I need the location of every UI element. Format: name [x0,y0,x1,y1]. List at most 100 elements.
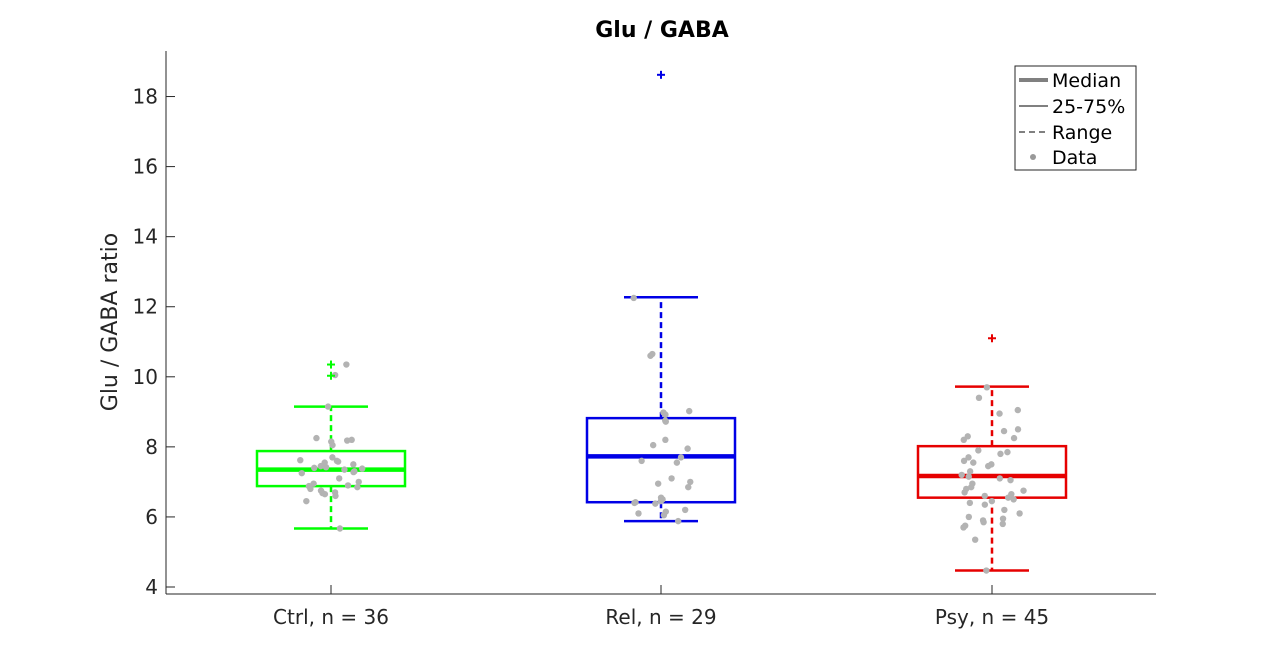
data-point [303,497,310,505]
data-point [673,459,681,466]
data-point [1014,426,1022,433]
data-point [355,478,362,486]
data-point [336,525,344,532]
data-point [298,469,305,477]
data-point [1014,406,1022,414]
data-point [960,457,968,465]
legend-iqr-label: 25-75% [1052,96,1125,118]
data-point [674,517,682,525]
data-point [350,461,357,468]
iqr-box [916,444,1068,499]
data-point [343,361,350,368]
data-point [668,475,675,482]
data-point [344,482,352,489]
chart-title: Glu / GABA [595,18,729,43]
data-point [1020,487,1027,494]
legend-median-label: Median [1052,70,1121,92]
data-point [1010,496,1017,503]
data-point [341,466,348,473]
data-point [332,492,339,500]
box-group [916,334,1068,574]
data-point [687,478,694,486]
data-point [321,490,329,498]
y-tick-label: 10 [133,365,158,389]
x-tick-label: Ctrl, n = 36 [273,605,389,629]
data-point [965,454,972,461]
data-point [997,450,1004,458]
data-point [971,536,979,543]
data-point [652,500,659,507]
iqr-box [585,416,737,504]
data-point [961,489,968,496]
data-point [966,499,974,507]
data-point [630,294,637,302]
x-tick-label: Psy, n = 45 [935,605,1049,629]
x-tick-label: Rel, n = 29 [605,605,716,629]
legend-box [1014,65,1137,171]
data-point [662,418,669,425]
y-axis-label: Glu / GABA ratio [98,233,123,411]
data-point [958,471,965,479]
data-point [1000,427,1008,435]
data-point [647,352,654,359]
y-tick-label: 18 [133,85,158,109]
data-point [1004,494,1012,501]
data-point [966,468,974,475]
data-point [1007,476,1014,484]
data-point [654,480,662,487]
y-tick-label: 16 [133,155,158,179]
data-point [662,436,669,444]
data-point [638,457,645,465]
data-point [988,497,996,505]
y-tick-label: 6 [145,505,158,529]
data-point [329,441,336,449]
data-point [960,436,967,444]
data-point [1001,506,1008,514]
data-point [985,462,992,470]
data-point [975,394,983,402]
data-point [311,464,318,472]
data-point [681,506,689,514]
data-point [313,434,320,442]
data-point [324,403,332,410]
data-point [983,567,990,574]
data-point [996,475,1003,482]
data-point [635,510,642,517]
legend-range-label: Range [1052,122,1112,144]
data-point [960,524,967,531]
data-point [999,515,1007,522]
data-point [965,513,973,521]
data-point [1016,510,1023,517]
data-point [317,462,325,470]
legend: Median 25-75% Range Data [1014,65,1137,171]
data-point [1004,448,1011,456]
data-point [981,501,989,508]
data-point [334,458,342,465]
y-tick-label: 12 [133,295,158,319]
data-point [999,520,1006,528]
data-point [686,407,693,415]
data-point [996,410,1003,417]
data-point [343,437,351,444]
data-point [980,518,987,526]
y-tick-label: 8 [145,435,158,459]
legend-data-label: Data [1052,147,1097,169]
data-point [684,445,691,452]
data-point [662,411,669,418]
data-point [685,483,692,491]
data-point [677,454,685,461]
data-point [1010,434,1018,442]
y-tick-label: 14 [133,225,158,249]
data-point [354,483,361,491]
data-point [297,456,304,464]
box-group [585,70,737,525]
legend-data-swatch [1030,154,1036,160]
plot-area [255,70,1068,574]
data-point [322,463,330,471]
data-point [335,475,343,482]
data-point [657,497,665,505]
data-point [350,468,357,476]
y-tick-label: 4 [145,575,158,599]
axes: 4 6 8 10 12 14 16 18 Ctrl, n = 36 Rel, n = 29 Psy,… [133,51,1156,629]
